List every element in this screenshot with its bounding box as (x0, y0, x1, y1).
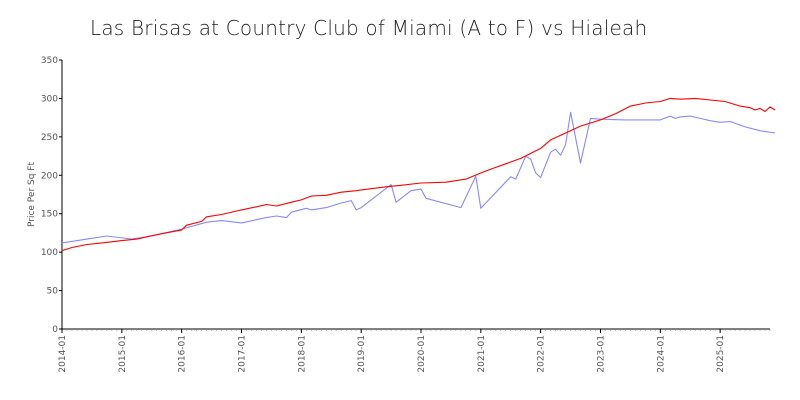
x-tick-label: 2020-01 (417, 335, 427, 373)
series-line-hialeah (61, 97, 776, 252)
y-tick-label: 100 (41, 248, 58, 258)
chart-title: Las Brisas at Country Club of Miami (A t… (90, 16, 648, 40)
x-tick-label: 2024-01 (656, 335, 666, 373)
x-tick-label: 2016-01 (178, 335, 188, 373)
series-line-las-brisas-at-country-club-of-miami-a-to-f (61, 111, 776, 244)
y-tick-label: 300 (41, 94, 58, 104)
x-tick-label: 2025-01 (716, 335, 726, 373)
y-tick-label: 50 (47, 287, 59, 297)
y-tick-label: 0 (52, 325, 58, 335)
y-tick-label: 250 (41, 133, 58, 143)
y-tick-label: 150 (41, 210, 58, 220)
x-tick-label: 2022-01 (537, 335, 547, 373)
x-tick-label: 2023-01 (596, 335, 606, 373)
y-tick-label: 350 (41, 56, 58, 66)
x-tick-label: 2021-01 (477, 335, 487, 373)
x-tick-label: 2015-01 (118, 335, 128, 373)
x-tick-label: 2017-01 (237, 335, 247, 373)
x-tick-label: 2019-01 (357, 335, 367, 373)
x-tick-label: 2018-01 (297, 335, 307, 373)
x-tick-label: 2014-01 (58, 335, 68, 373)
y-tick-label: 200 (41, 171, 58, 181)
y-axis-label: Price Per Sq Ft (27, 162, 37, 227)
